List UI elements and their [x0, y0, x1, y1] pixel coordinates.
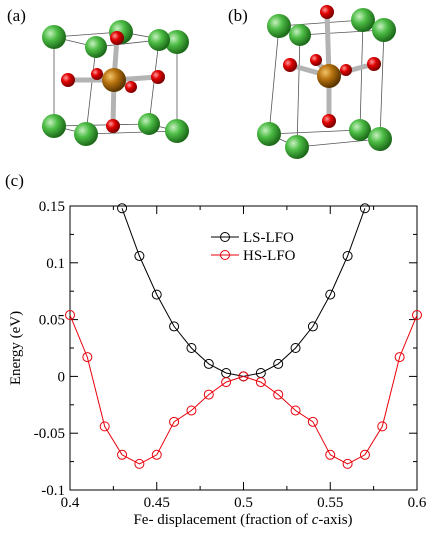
oxygen-atom: [367, 57, 381, 71]
crystal-structure-a: [42, 20, 189, 146]
data-point: [273, 389, 284, 400]
corner-atom: [42, 114, 66, 138]
oxygen-atom: [125, 81, 137, 93]
oxygen-atom: [91, 68, 103, 80]
oxygen-atom: [322, 114, 336, 128]
data-point: [377, 421, 388, 432]
data-point: [290, 343, 301, 353]
axis-tick-labels: 0.4 0.45 0.5 0.55 0.6 -0.1 -0.05 0 0.05 0.1 0.15: [34, 199, 427, 511]
legend-label-ls: LS-LFO: [243, 230, 294, 246]
legend: LS-LFO HS-LFO: [211, 230, 296, 264]
oxygen-atom: [340, 64, 352, 76]
data-point: [117, 449, 128, 460]
data-point: [307, 416, 318, 427]
x-axis-title: Fe- displacement (fraction of c-axis): [133, 512, 352, 528]
corner-atom: [351, 8, 375, 32]
axis-ticks: [69, 205, 418, 491]
x-tick-label: 0.6: [408, 495, 427, 511]
corner-atom: [368, 127, 392, 151]
x-axis-title-italic: c: [312, 512, 319, 528]
x-axis-title-suffix: -axis): [318, 512, 352, 528]
data-point: [359, 203, 370, 214]
corner-atom: [74, 122, 98, 146]
data-point: [151, 449, 162, 460]
oxygen-atom: [151, 70, 165, 84]
x-tick-label: 0.5: [234, 495, 253, 511]
data-point: [342, 458, 353, 469]
data-point: [186, 343, 197, 353]
panel-label-a: (a): [7, 6, 26, 25]
data-point: [169, 321, 180, 332]
crystal-structure-b: [257, 5, 396, 159]
oxygen-atom: [320, 5, 334, 19]
x-tick-label: 0.45: [144, 495, 170, 511]
data-point: [169, 416, 180, 427]
x-tick-label: 0.4: [61, 495, 80, 511]
corner-atom: [257, 122, 281, 146]
data-point: [394, 352, 405, 363]
y-tick-label: 0: [58, 369, 66, 385]
data-point: [412, 310, 422, 321]
data-point: [203, 358, 214, 369]
fe-atom: [102, 68, 126, 92]
corner-atom: [165, 30, 189, 54]
corner-atom: [85, 36, 107, 58]
y-tick-label: 0.15: [39, 199, 65, 215]
data-point: [186, 405, 197, 416]
panel-label-c: (c): [5, 171, 24, 190]
energy-chart: 0.4 0.45 0.5 0.55 0.6 -0.1 -0.05 0 0.05 0.1 0.15 E…: [8, 199, 427, 528]
y-tick-label: 0.1: [46, 256, 65, 272]
corner-atom: [349, 119, 371, 141]
fe-atom: [317, 64, 341, 88]
legend-marker-hs: [220, 250, 230, 260]
data-point: [325, 449, 336, 460]
series-hs-lfo: [65, 310, 422, 469]
corner-atom: [372, 18, 396, 42]
data-point: [307, 321, 318, 332]
data-point: [342, 250, 353, 261]
corner-atom: [285, 135, 309, 159]
corner-atom: [42, 25, 66, 49]
data-point: [117, 203, 128, 214]
oxygen-atom: [106, 119, 120, 133]
data-point: [134, 458, 145, 469]
legend-label-hs: HS-LFO: [243, 248, 296, 264]
data-point: [151, 289, 162, 300]
oxygen-atom: [310, 54, 322, 66]
y-tick-label: -0.05: [34, 426, 65, 442]
data-point: [82, 352, 93, 363]
corner-atom: [289, 24, 311, 46]
corner-atom: [138, 113, 160, 135]
oxygen-atom: [110, 31, 124, 45]
data-point: [203, 389, 214, 400]
data-point: [99, 421, 110, 432]
data-point: [134, 250, 145, 261]
corner-atom: [148, 29, 170, 51]
y-axis-title: Energy (eV): [8, 311, 24, 385]
series-layer: [65, 203, 422, 469]
data-point: [238, 371, 249, 382]
corner-atom: [165, 119, 189, 143]
series-line: [69, 314, 418, 465]
oxygen-atom: [283, 58, 297, 72]
data-point: [325, 289, 336, 300]
data-point: [359, 449, 370, 460]
data-point: [290, 405, 301, 416]
y-tick-label: 0.05: [39, 313, 65, 329]
x-tick-label: 0.55: [317, 495, 343, 511]
oxygen-atom: [61, 73, 75, 87]
y-tick-label: -0.1: [41, 483, 65, 499]
data-point: [273, 358, 284, 369]
panel-label-b: (b): [228, 6, 248, 25]
legend-marker-ls: [220, 232, 230, 242]
corner-atom: [267, 14, 291, 38]
x-axis-title-prefix: Fe- displacement (fraction of: [133, 512, 311, 528]
data-point: [255, 377, 266, 388]
data-point: [221, 377, 232, 388]
data-point: [65, 310, 75, 321]
